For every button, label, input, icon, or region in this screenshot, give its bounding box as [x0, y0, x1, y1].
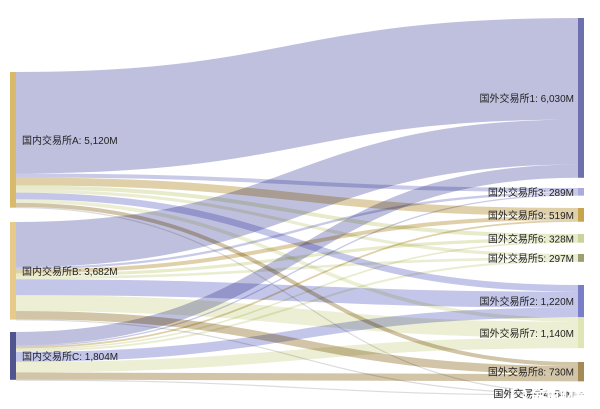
target-label-t5: 国外交易所5: 297M — [488, 252, 574, 265]
link-b-t3 — [15, 191, 579, 270]
source-node-a — [10, 72, 16, 208]
target-label-t9: 国外交易所9: 519M — [488, 209, 574, 222]
link-c-t1 — [15, 164, 579, 346]
watermark-logo-icon — [511, 386, 527, 402]
target-node-t3 — [578, 188, 584, 196]
source-label-c: 国内交易所C: 1,804M — [22, 350, 118, 363]
link-b-t7 — [15, 295, 579, 338]
link-c-t7 — [15, 337, 579, 373]
target-node-t6 — [578, 234, 584, 243]
target-node-t7 — [578, 318, 584, 349]
target-node-t5 — [578, 254, 584, 262]
target-label-t8: 国外交易所8: 730M — [488, 366, 574, 379]
watermark: 金色财经 — [511, 386, 590, 404]
source-node-c — [10, 332, 16, 380]
link-c-t8 — [15, 372, 579, 382]
target-node-t1 — [578, 18, 584, 178]
link-b-t8 — [15, 311, 579, 375]
link-b-t2 — [15, 279, 579, 308]
target-node-t9 — [578, 208, 584, 222]
source-label-a: 国内交易所A: 5,120M — [22, 134, 118, 147]
link-c-t6 — [15, 241, 579, 350]
target-label-t1: 国外交易所1: 6,030M — [480, 92, 574, 105]
link-c-t4 — [15, 379, 579, 396]
watermark-text: 金色财经 — [529, 386, 590, 404]
link-a-t5 — [15, 189, 579, 258]
target-label-t7: 国外交易所7: 1,140M — [480, 327, 574, 340]
link-a-t2 — [15, 192, 579, 292]
source-node-b — [10, 222, 16, 320]
link-c-t2 — [15, 307, 579, 362]
source-label-b: 国内交易所B: 3,682M — [22, 265, 118, 278]
link-a-t1 — [15, 18, 579, 174]
target-node-t2 — [578, 285, 584, 318]
link-c-t5 — [15, 259, 579, 352]
nodes-layer — [10, 18, 584, 395]
link-b-t1 — [15, 119, 579, 268]
link-c-t3 — [15, 194, 579, 347]
target-node-t4 — [578, 392, 584, 395]
target-label-t3: 国外交易所3: 289M — [488, 186, 574, 199]
target-node-t8 — [578, 362, 584, 382]
link-b-t9 — [15, 215, 579, 274]
links-layer — [15, 18, 579, 396]
target-label-t6: 国外交易所6: 328M — [488, 232, 574, 245]
link-c-t9 — [15, 219, 579, 349]
link-b-t5 — [15, 257, 579, 280]
target-label-t2: 国外交易所2: 1,220M — [480, 295, 574, 308]
